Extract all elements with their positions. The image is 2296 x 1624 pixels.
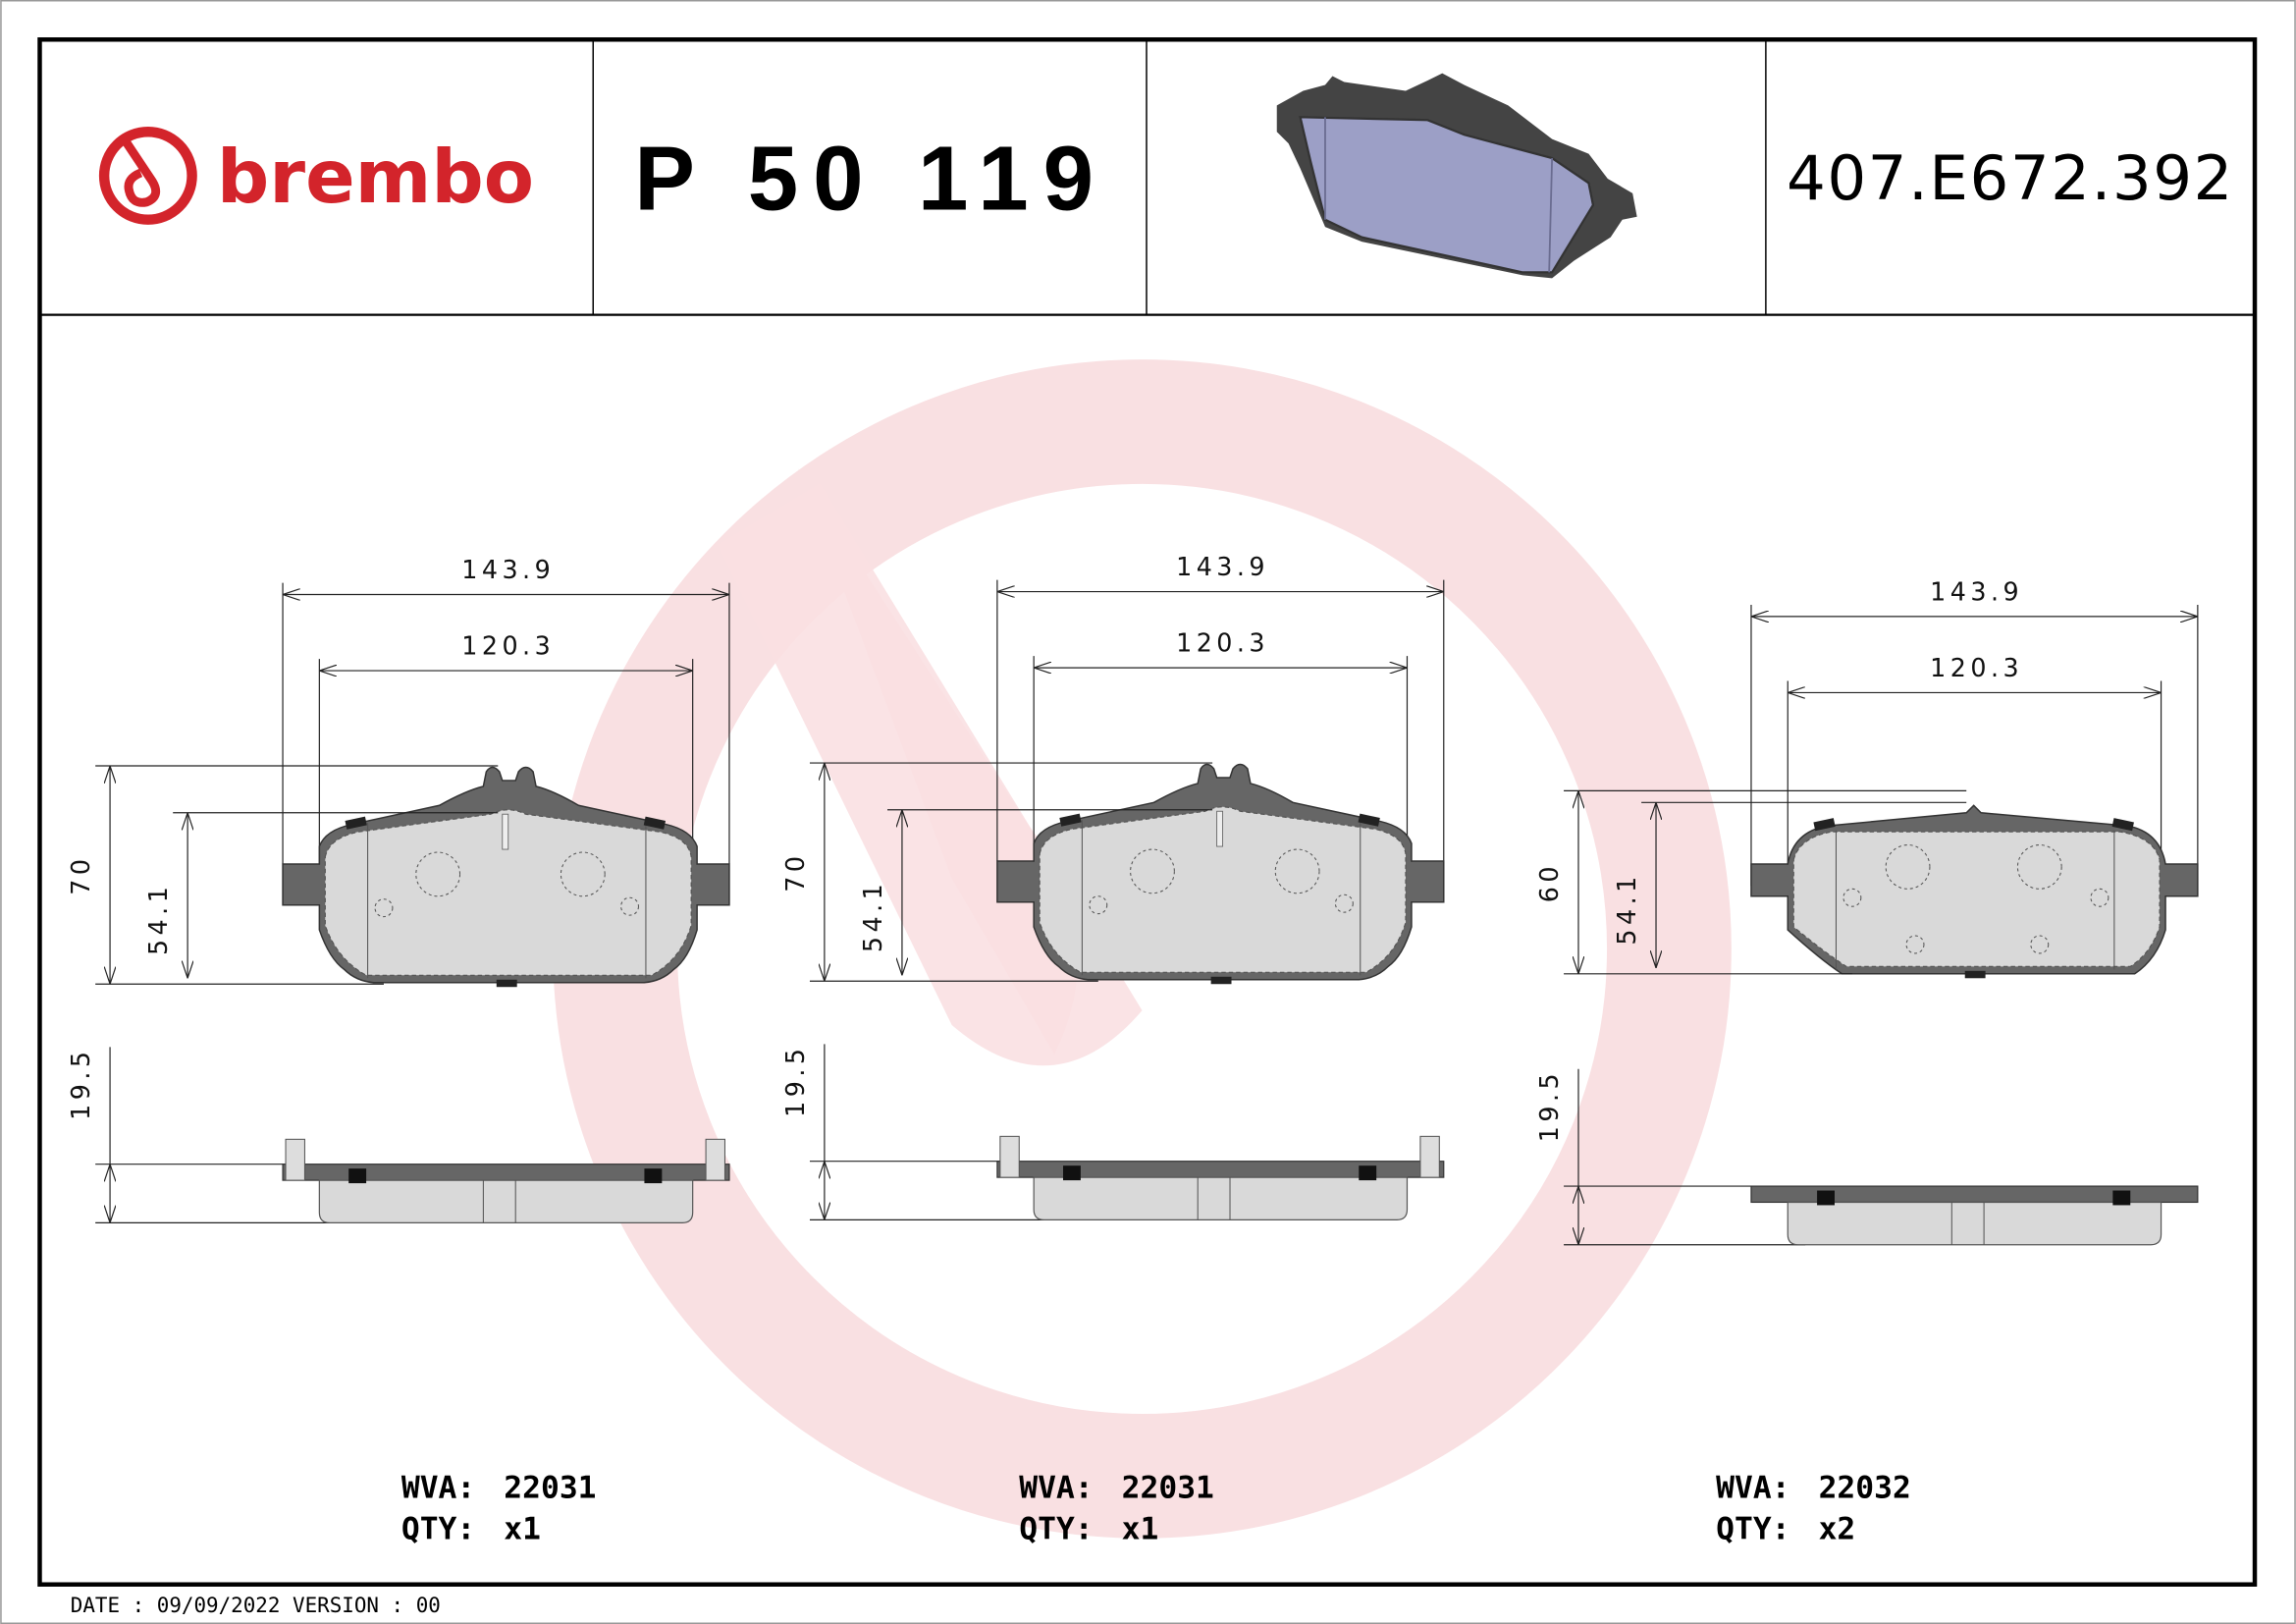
clip-tab (1059, 813, 1082, 827)
qty-value: x1 (504, 1511, 541, 1546)
thickness-label: 19.5 (780, 1045, 810, 1117)
clip-side (348, 1168, 367, 1184)
height-inner-label: 54.1 (1612, 872, 1641, 945)
clip-side (644, 1168, 663, 1184)
clip-tab (1358, 813, 1380, 827)
guide-spring (1419, 1135, 1440, 1178)
footer-date-version: DATE : 09/09/2022 VERSION : 00 (71, 1594, 441, 1617)
brake-pad-side-view (1750, 1185, 2199, 1246)
brake-pad-front-view (996, 763, 1445, 985)
qty-label: QTY: (1019, 1511, 1093, 1546)
brake-pad-side-view (282, 1138, 730, 1223)
brake-pad-drawing: 143.9 120.3 70 54.1 19.5 WVA: 22031 QTY: x1 (780, 552, 1445, 1546)
part-number: P 50 119 (634, 127, 1108, 229)
wear-sensor-clip (1964, 970, 1986, 979)
height-inner-label: 54.1 (858, 880, 887, 952)
qty-label: QTY: (1716, 1511, 1789, 1546)
wear-sensor-clip (1210, 976, 1232, 985)
height-outer-label: 70 (780, 852, 810, 893)
brake-pad-side-view (996, 1135, 1445, 1220)
width-inner-label: 120.3 (1930, 653, 2023, 682)
guide-spring (999, 1135, 1020, 1178)
hole-outline (2016, 844, 2062, 890)
wva-number: 22031 (504, 1471, 596, 1506)
clip-tab (1813, 818, 1836, 832)
qty-label: QTY: (401, 1511, 475, 1546)
hole-outline (1842, 888, 1862, 907)
friction-material (1792, 831, 2161, 967)
wva-number: 22031 (1122, 1471, 1214, 1506)
hole-outline (1274, 848, 1320, 894)
hole-outline (560, 851, 606, 897)
brembo-logo: brembo (98, 127, 534, 225)
qty-value: x1 (1122, 1511, 1159, 1546)
clip-tab (345, 816, 367, 830)
guide-spring (705, 1138, 725, 1181)
wva-label: WVA: (401, 1471, 475, 1506)
friction-material-side (1033, 1176, 1409, 1220)
wear-slot (1216, 810, 1224, 847)
hole-outline (374, 898, 394, 918)
width-inner-label: 120.3 (461, 631, 555, 661)
friction-material-side (318, 1179, 694, 1223)
guide-spring (285, 1138, 305, 1181)
height-outer-label: 70 (66, 855, 95, 895)
wva-number: 22032 (1819, 1471, 1911, 1506)
width-inner-label: 120.3 (1176, 628, 1269, 658)
hole-outline (1885, 844, 1931, 890)
brake-pad-front-view (282, 766, 730, 988)
wva-label: WVA: (1716, 1471, 1789, 1506)
hole-outline (415, 851, 461, 897)
hole-outline (2090, 888, 2109, 907)
friction-material (1039, 806, 1407, 973)
clip-side (1359, 1165, 1377, 1181)
width-outer-label: 143.9 (461, 555, 555, 584)
wear-sensor-clip (496, 979, 517, 988)
friction-material-side (1787, 1201, 2163, 1246)
height-outer-label: 60 (1534, 862, 1564, 902)
clip-side (1817, 1190, 1835, 1206)
hole-outline (620, 896, 640, 916)
friction-material (324, 809, 692, 976)
width-outer-label: 143.9 (1930, 576, 2023, 606)
brake-pad-3d-icon (1276, 73, 1637, 279)
thickness-label: 19.5 (66, 1047, 95, 1119)
hole-outline (1334, 893, 1354, 913)
brembo-logo-icon (98, 127, 197, 225)
clip-tab (643, 816, 667, 830)
qty-value: x2 (1819, 1511, 1856, 1546)
brake-pad-drawing: 143.9 120.3 70 54.1 19.5 WVA: 22031 QTY: x1 (66, 555, 730, 1546)
reference-code: 407.E672.392 (1787, 142, 2234, 214)
width-outer-label: 143.9 (1176, 552, 1269, 581)
hole-outline (2030, 935, 2050, 954)
wva-label: WVA: (1019, 1471, 1093, 1506)
hole-outline (1130, 848, 1175, 894)
clip-side (1062, 1165, 1081, 1181)
hole-outline (1089, 895, 1108, 915)
clip-side (2112, 1190, 2131, 1206)
clip-tab (2111, 818, 2134, 832)
wear-slot (502, 813, 509, 850)
brand-name: brembo (217, 135, 534, 220)
thickness-label: 19.5 (1534, 1069, 1564, 1142)
hole-outline (1905, 935, 1925, 954)
brake-pad-drawing: 143.9 120.3 60 54.1 19.5 WVA: 22032 QTY: x2 (1534, 576, 2199, 1546)
height-inner-label: 54.1 (143, 883, 173, 955)
brake-pad-front-view (1750, 804, 2199, 979)
